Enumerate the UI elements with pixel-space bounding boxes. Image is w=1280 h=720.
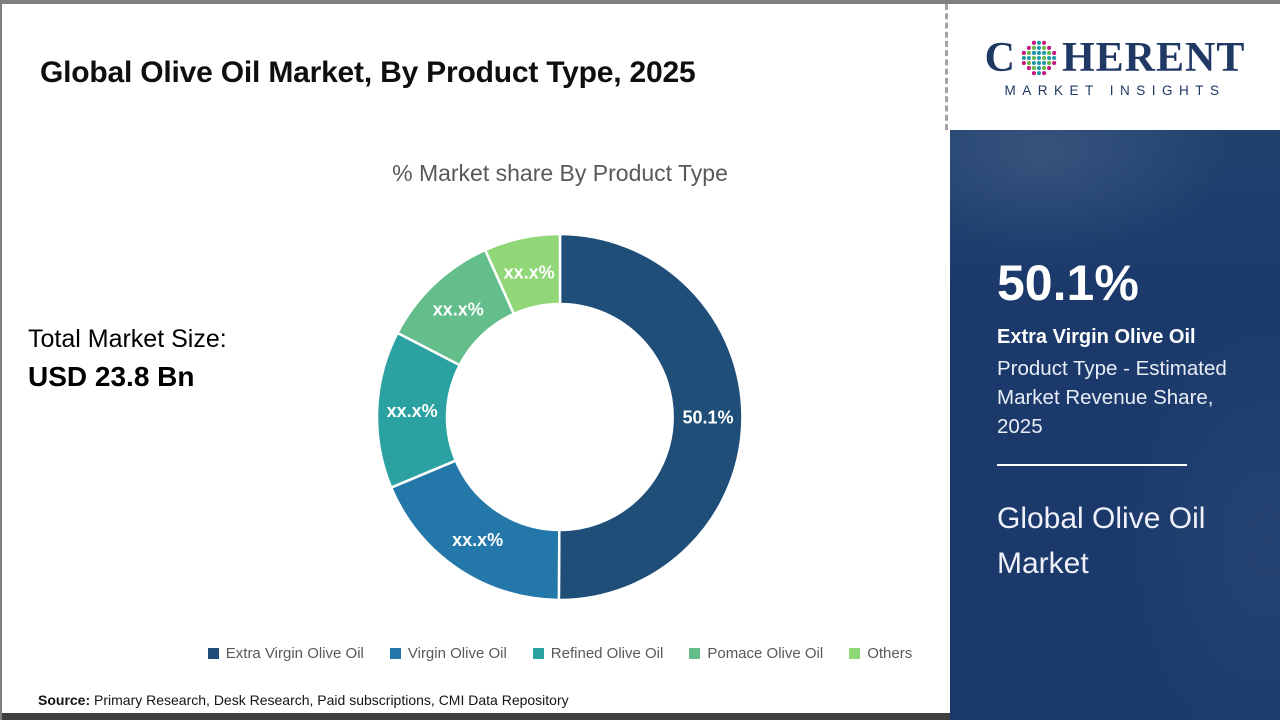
donut-segment-label: xx.x% (387, 401, 438, 421)
globe-dot (1036, 55, 1042, 60)
globe-dot (1052, 50, 1057, 55)
globe-dot (1052, 60, 1057, 65)
highlight-sidebar: 50.1% Extra Virgin Olive Oil Product Typ… (950, 130, 1280, 720)
globe-dot (1047, 50, 1052, 55)
donut-segment-label: xx.x% (504, 262, 555, 282)
globe-dot (1047, 45, 1052, 50)
globe-dot (1031, 50, 1036, 55)
brand-letters-rest: HERENT (1061, 34, 1246, 81)
sidebar-headline-value: 50.1% (997, 255, 1139, 311)
globe-dot (1036, 60, 1042, 65)
total-market-size-label: Total Market Size: (28, 325, 227, 353)
globe-dot (1047, 65, 1052, 70)
total-market-size-value: USD 23.8 Bn (28, 361, 195, 392)
donut-segment-label: xx.x% (452, 530, 503, 550)
globe-dot (1041, 55, 1047, 60)
globe-dot (1036, 50, 1042, 55)
legend-swatch-icon (849, 648, 861, 659)
slide-left-border (0, 0, 2, 720)
legend-item-others: Others (849, 645, 912, 662)
globe-dot (1041, 50, 1047, 55)
total-market-size-block: Total Market Size: USD 23.8 Bn (28, 325, 227, 393)
globe-dot (1041, 40, 1047, 45)
chart-legend: Extra Virgin Olive Oil Virgin Olive Oil Re… (120, 645, 1000, 662)
globe-dot (1052, 55, 1057, 60)
globe-dot (1041, 45, 1047, 50)
globe-dot (1036, 45, 1042, 50)
globe-dot (1021, 50, 1026, 55)
slide-top-border (0, 0, 1280, 4)
globe-dot (1026, 55, 1031, 60)
page-title: Global Olive Oil Market, By Product Type… (40, 56, 696, 90)
legend-swatch-icon (532, 648, 544, 659)
donut-segment-extra-virgin-olive-oil (557, 232, 744, 602)
globe-dot (1031, 60, 1036, 65)
globe-dot (1031, 70, 1036, 75)
sidebar-divider (997, 464, 1187, 466)
source-note: Source: Primary Research, Desk Research,… (38, 692, 569, 708)
legend-label: Extra Virgin Olive Oil (225, 645, 364, 662)
brand-letter-c: C (984, 34, 1016, 81)
globe-dot (1041, 60, 1047, 65)
legend-item-refined-olive-oil: Refined Olive Oil (532, 645, 664, 662)
globe-dot (1026, 50, 1031, 55)
slide-bottom-border (0, 713, 1280, 720)
legend-swatch-icon (689, 648, 701, 659)
globe-dot (1036, 70, 1042, 75)
globe-dot (1031, 55, 1036, 60)
legend-label: Virgin Olive Oil (407, 645, 507, 662)
globe-dot (1026, 65, 1031, 70)
globe-dot (1036, 65, 1042, 70)
sidebar-headline-description: Product Type - Estimated Market Revenue … (997, 357, 1227, 438)
brand-logo: C HERENT MARKET INSIGHTS (950, 4, 1280, 130)
globe-dot (1031, 40, 1036, 45)
legend-swatch-icon (207, 648, 219, 659)
legend-label: Pomace Olive Oil (707, 645, 824, 662)
legend-swatch-icon (389, 648, 401, 659)
globe-dot (1031, 65, 1036, 70)
legend-item-pomace-olive-oil: Pomace Olive Oil (689, 645, 823, 662)
chart-title: % Market share By Product Type (392, 160, 728, 186)
donut-segment-label: xx.x% (433, 299, 484, 319)
legend-item-extra-virgin-olive-oil: Extra Virgin Olive Oil (207, 645, 364, 662)
donut-chart: 50.1% xx.x% xx.x% xx.x% xx.x% (375, 232, 744, 602)
dotted-globe-icon (1021, 40, 1057, 75)
source-label: Source: (38, 692, 91, 708)
sidebar-headline-label: Extra Virgin Olive Oil (997, 326, 1196, 348)
globe-dot (1041, 70, 1047, 75)
globe-dot (1026, 45, 1031, 50)
globe-dot (1036, 40, 1042, 45)
globe-dot (1047, 55, 1052, 60)
source-text: Primary Research, Desk Research, Paid su… (94, 692, 569, 708)
legend-label: Others (867, 645, 913, 662)
globe-dot (1021, 60, 1026, 65)
logo-dashed-separator (945, 4, 948, 130)
globe-dot (1047, 60, 1052, 65)
globe-dot (1026, 60, 1031, 65)
brand-wordmark: C HERENT (985, 37, 1246, 79)
legend-item-virgin-olive-oil: Virgin Olive Oil (389, 645, 507, 662)
sidebar-report-title: Global Olive Oil Market (997, 502, 1206, 580)
legend-label: Refined Olive Oil (550, 645, 664, 662)
brand-subtitle: MARKET INSIGHTS (1004, 82, 1226, 98)
donut-segment-label: 50.1% (682, 408, 733, 428)
donut-segment-others (483, 232, 562, 316)
globe-dot (1041, 65, 1047, 70)
globe-dot (1021, 55, 1026, 60)
globe-dot (1031, 45, 1036, 50)
